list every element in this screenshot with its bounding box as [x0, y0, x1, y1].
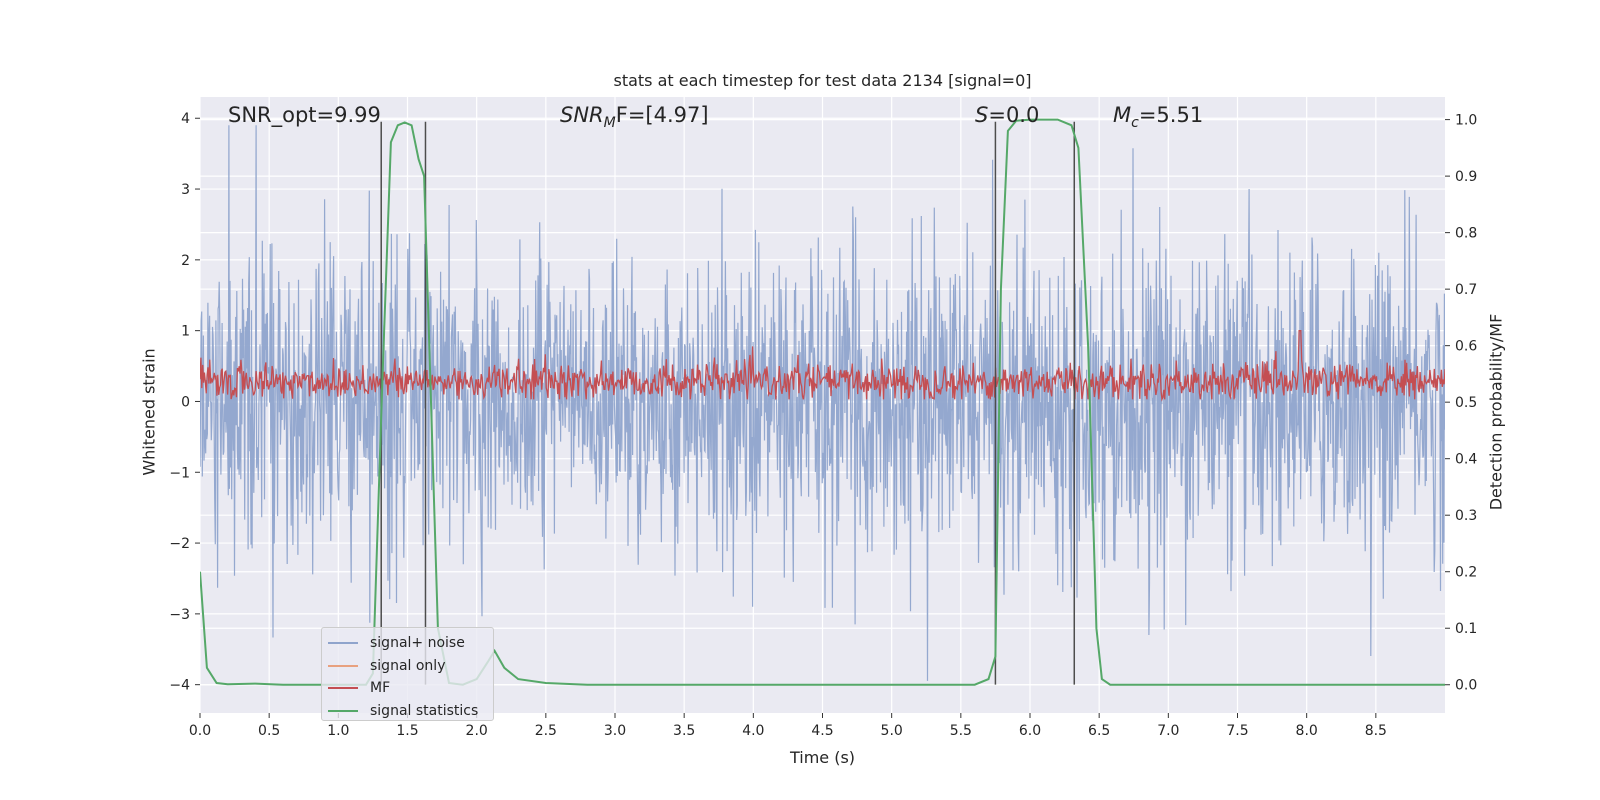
x-tick-label: 2.0: [466, 723, 488, 739]
signal-plus-noise-line: [200, 125, 1445, 681]
x-tick-label: 4.0: [742, 723, 764, 739]
legend-label: signal statistics: [370, 702, 479, 719]
annotation-snr-opt: SNR_opt=9.99: [228, 103, 381, 127]
legend-swatch: [328, 687, 358, 690]
legend-swatch: [328, 664, 358, 667]
snr-mf-sub: M: [603, 115, 616, 132]
y-tick-label-right: 0.8: [1455, 226, 1477, 242]
legend-item-signal-statistics: signal statistics: [322, 700, 493, 723]
legend-swatch: [328, 709, 358, 712]
x-tick-label: 4.5: [811, 723, 833, 739]
x-tick-label: 2.5: [535, 723, 557, 739]
y-tick-label-right: 0.7: [1455, 282, 1477, 298]
y-tick-label-left: −3: [169, 607, 190, 623]
y-tick-label-left: −4: [169, 678, 190, 694]
x-tick-label: 8.5: [1365, 723, 1387, 739]
y-tick-label-right: 0.0: [1455, 678, 1477, 694]
mc-main: M: [1113, 103, 1132, 127]
x-tick-label: 0.0: [189, 723, 211, 739]
legend-item-signal-noise: signal+ noise: [322, 632, 493, 655]
y-tick-label-right: 1.0: [1455, 113, 1477, 129]
y-tick-label-left: −1: [169, 465, 190, 481]
y-tick-label-right: 0.5: [1455, 395, 1477, 411]
mc-rest: =5.51: [1138, 103, 1204, 127]
x-axis-label: Time (s): [789, 748, 856, 767]
y-tick-label-right: 0.1: [1455, 621, 1477, 637]
snr-mf-main: SNR: [560, 103, 604, 127]
y-tick-label-left: −2: [169, 536, 190, 552]
y-tick-label-left: 3: [181, 182, 190, 198]
legend: signal+ noise signal only MF signal stat…: [321, 627, 494, 721]
y-tick-label-right: 0.9: [1455, 169, 1477, 185]
mf-line: [200, 330, 1445, 402]
legend-label: MF: [370, 680, 391, 697]
axis-ticks: 0.0 0.5 1.0 1.5 2.0 2.5 3.0 3.5 4.0 4.5 5.0 5.5 6.0 6…: [169, 111, 1477, 739]
s-rest: =0.0: [988, 103, 1040, 127]
y-tick-label-right: 0.2: [1455, 565, 1477, 581]
s-italic: S: [975, 103, 989, 127]
x-tick-label: 1.5: [396, 723, 418, 739]
y-tick-label-right: 0.3: [1455, 508, 1477, 524]
x-tick-label: 1.0: [327, 723, 349, 739]
snr-mf-rest: F=[4.97]: [615, 103, 709, 127]
y-axis-label-left: Whitened strain: [139, 348, 159, 476]
x-tick-label: 3.5: [673, 723, 695, 739]
x-tick-label: 6.0: [1019, 723, 1041, 739]
legend-item-mf: MF: [322, 677, 493, 700]
annotation-snr-mf: SNRMF=[4.97]: [560, 103, 709, 131]
x-tick-label: 6.5: [1088, 723, 1110, 739]
x-tick-label: 8.0: [1296, 723, 1318, 739]
chart-title: stats at each timestep for test data 213…: [613, 71, 1032, 90]
legend-swatch: [328, 642, 358, 645]
legend-label: signal only: [370, 657, 446, 674]
x-tick-label: 7.0: [1157, 723, 1179, 739]
y-tick-label-left: 1: [181, 324, 190, 340]
x-tick-label: 5.0: [881, 723, 903, 739]
y-tick-label-right: 0.6: [1455, 339, 1477, 355]
x-tick-label: 5.5: [950, 723, 972, 739]
legend-label: signal+ noise: [370, 635, 465, 652]
x-tick-label: 0.5: [258, 723, 280, 739]
y-tick-label-left: 0: [181, 394, 190, 410]
mc-sub: c: [1131, 115, 1139, 132]
signal-plus-noise-series: [200, 125, 1445, 681]
y-tick-label-left: 4: [181, 111, 190, 127]
y-axis-label-right: Detection probability/MF: [1486, 313, 1506, 511]
x-tick-label: 3.0: [604, 723, 626, 739]
mf-series: [200, 330, 1445, 402]
y-tick-label-left: 2: [181, 253, 190, 269]
legend-item-signal-only: signal only: [322, 655, 493, 678]
y-tick-label-right: 0.4: [1455, 452, 1477, 468]
annotation-s: S=0.0: [975, 103, 1039, 127]
x-tick-label: 7.5: [1226, 723, 1248, 739]
annotation-mc: Mc=5.51: [1113, 103, 1203, 131]
